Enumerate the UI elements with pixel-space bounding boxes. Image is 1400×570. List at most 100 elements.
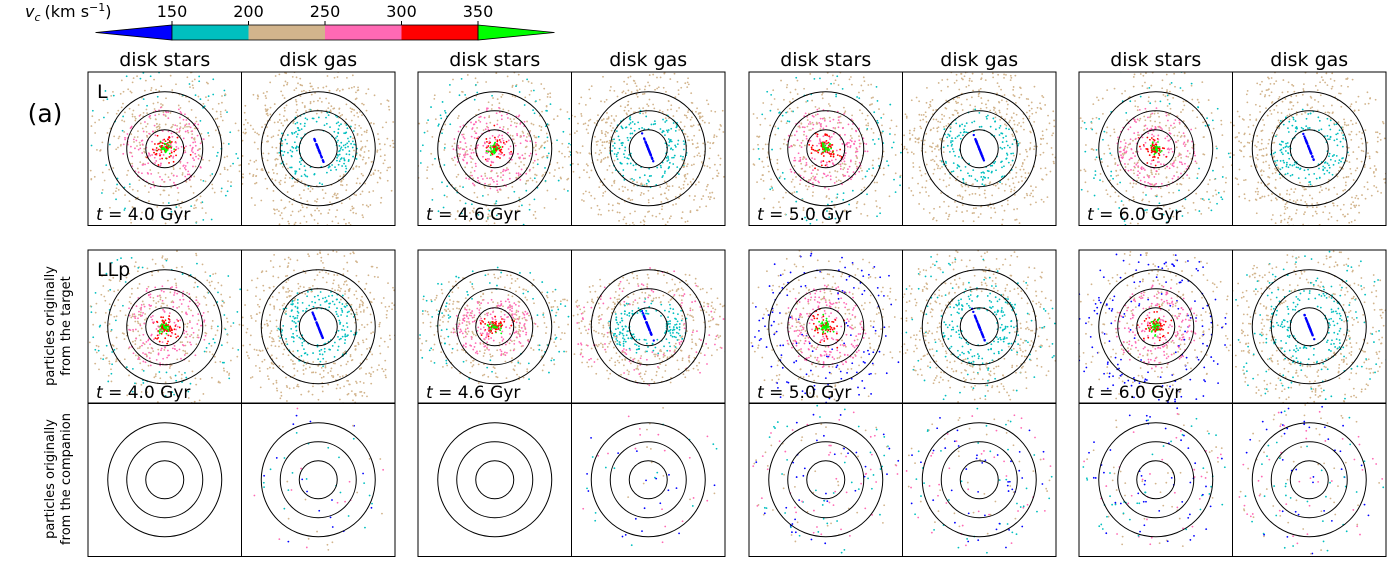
particle — [349, 355, 352, 358]
particle — [589, 118, 592, 121]
particle — [169, 291, 172, 294]
particle — [264, 104, 267, 107]
particle — [311, 117, 314, 120]
particle — [449, 299, 451, 301]
particle — [555, 345, 557, 348]
particle — [286, 191, 289, 193]
particle — [678, 197, 680, 200]
particle — [575, 324, 577, 326]
radius-circle — [456, 441, 534, 519]
particle — [638, 107, 641, 110]
particle — [322, 197, 325, 200]
particle — [502, 154, 505, 157]
particle — [148, 351, 150, 354]
particle — [576, 130, 578, 132]
particle — [370, 373, 372, 376]
particle — [540, 129, 543, 132]
particle — [331, 294, 334, 297]
particle — [318, 328, 321, 331]
particle — [320, 256, 323, 259]
particle — [279, 179, 282, 182]
particle — [356, 134, 359, 136]
particle — [488, 349, 490, 351]
particle — [179, 110, 182, 113]
particle — [613, 182, 616, 184]
particle — [283, 457, 286, 459]
particle — [474, 162, 477, 165]
particle — [709, 166, 711, 169]
particle — [451, 347, 454, 350]
particle — [464, 152, 467, 155]
particle — [303, 348, 305, 351]
particle — [437, 124, 440, 127]
particle — [492, 161, 495, 164]
particle — [271, 168, 274, 171]
particle — [308, 366, 311, 369]
particle — [532, 349, 535, 351]
particle — [157, 300, 160, 303]
particle — [221, 101, 223, 104]
particle — [327, 166, 330, 169]
particle — [244, 304, 246, 306]
particle — [331, 526, 334, 528]
particle — [487, 375, 490, 378]
particle — [112, 276, 115, 279]
particle — [707, 196, 710, 198]
particle — [461, 322, 464, 324]
particle — [207, 95, 210, 98]
particle — [652, 103, 655, 106]
particle — [437, 123, 440, 126]
particle — [124, 314, 127, 317]
particle — [380, 103, 382, 105]
particle — [220, 187, 223, 190]
particle — [85, 167, 87, 169]
particle — [441, 312, 444, 314]
particle — [629, 75, 632, 78]
particle — [99, 149, 102, 151]
particle — [197, 157, 200, 160]
particle — [468, 314, 471, 317]
particle — [320, 247, 322, 249]
particle — [522, 330, 524, 333]
particle — [477, 326, 480, 329]
particle — [344, 335, 347, 337]
particle — [309, 190, 312, 193]
particle — [333, 130, 336, 133]
particle — [463, 156, 466, 159]
particle — [154, 162, 156, 164]
particle — [328, 102, 330, 104]
particle — [226, 155, 229, 158]
particle — [327, 383, 330, 386]
particle — [487, 213, 490, 216]
particle — [257, 95, 260, 98]
particle — [139, 77, 142, 80]
particle — [306, 290, 309, 293]
particle — [350, 86, 353, 89]
particle — [518, 205, 521, 208]
panel-label: (a) — [28, 99, 63, 128]
particle — [489, 359, 492, 362]
particle — [441, 132, 443, 135]
particle — [640, 132, 644, 135]
particle — [162, 323, 165, 326]
particle — [139, 345, 141, 348]
particle — [686, 81, 689, 84]
particle — [698, 152, 700, 155]
particle — [284, 177, 287, 180]
particle — [156, 128, 159, 131]
particle — [511, 313, 514, 316]
particle — [96, 148, 98, 151]
particle — [340, 123, 342, 126]
particle — [232, 322, 235, 324]
particle — [265, 97, 268, 100]
particle — [620, 162, 623, 165]
particle — [91, 115, 94, 118]
particle — [471, 285, 474, 288]
particle — [196, 198, 199, 201]
particle — [631, 177, 633, 180]
particle — [305, 546, 308, 549]
particle — [262, 284, 265, 287]
particle — [341, 375, 344, 378]
particle — [358, 165, 361, 168]
particle — [356, 177, 359, 180]
